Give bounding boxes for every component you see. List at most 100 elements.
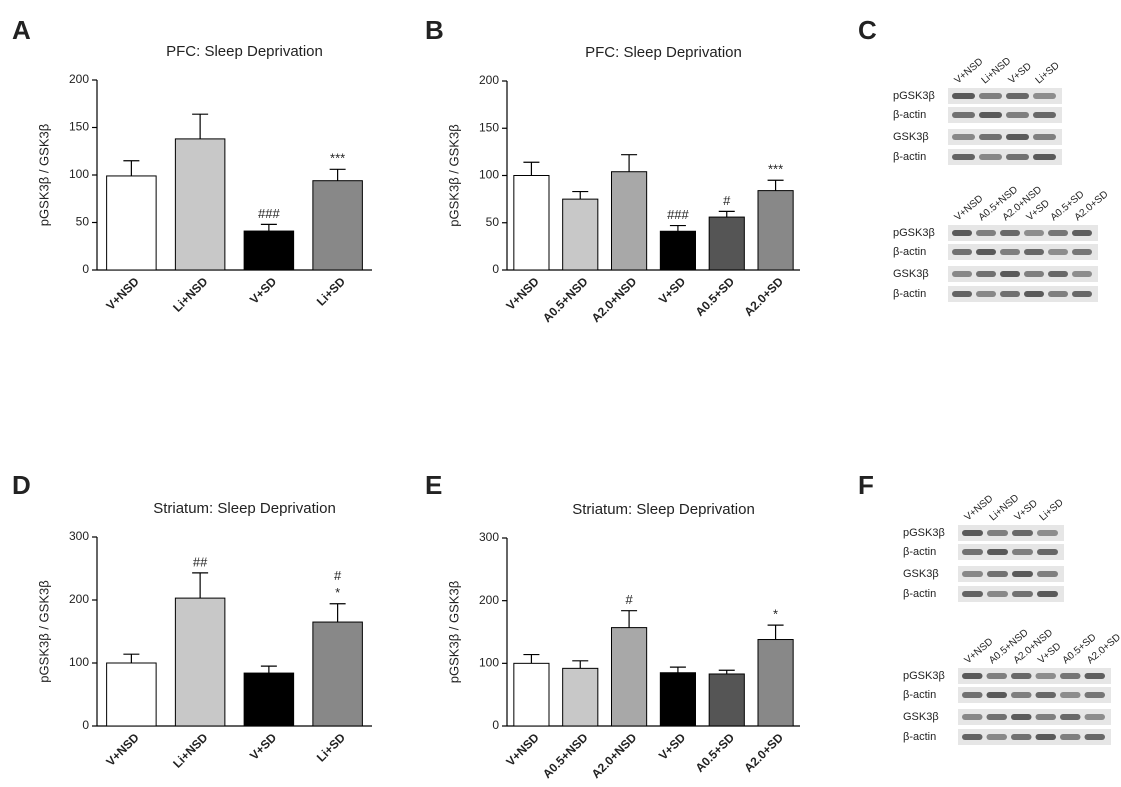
bar (313, 181, 363, 270)
blot-band (1072, 291, 1092, 297)
blot-band (1033, 154, 1056, 160)
lane-label: Li+SD (1038, 497, 1066, 523)
row-label: β-actin (893, 246, 926, 258)
blot-band (1072, 230, 1092, 236)
significance-label: ## (193, 554, 208, 569)
significance-label: *** (768, 162, 783, 177)
blot-band (987, 591, 1008, 597)
y-axis-label: pGSK3β / GSK3β (446, 124, 461, 226)
blot-band (962, 692, 983, 698)
bar (313, 622, 363, 726)
blot-band (1036, 692, 1057, 698)
blot-band (1048, 249, 1068, 255)
row-label: pGSK3β (903, 527, 945, 539)
blot-band (1011, 692, 1032, 698)
lane-label: V+NSD (953, 56, 986, 86)
x-tick-label: Li+SD (314, 274, 348, 308)
y-tick-label: 100 (479, 656, 499, 670)
blot-band (962, 530, 983, 536)
blot-band (1037, 549, 1058, 555)
blot-band (1037, 571, 1058, 577)
blot-band (1012, 571, 1033, 577)
bar (563, 199, 598, 270)
bar (563, 668, 598, 726)
panel-letter: E (425, 470, 442, 500)
significance-label: * (335, 585, 340, 600)
blot-band (1024, 249, 1044, 255)
x-tick-label: Li+NSD (170, 730, 211, 771)
blot-band (1000, 271, 1020, 277)
row-label: pGSK3β (893, 227, 935, 239)
bar (612, 628, 647, 726)
blot-band (1033, 112, 1056, 118)
blot-band (1012, 591, 1033, 597)
bar (175, 139, 225, 270)
blot-band (1036, 734, 1057, 740)
panel-letter: B (425, 15, 444, 45)
y-tick-label: 200 (69, 72, 89, 86)
y-tick-label: 0 (82, 262, 89, 276)
blot-band (962, 571, 983, 577)
x-tick-label: A2.0+SD (741, 274, 786, 319)
x-tick-label: V+SD (247, 730, 280, 763)
blot-band (1048, 230, 1068, 236)
y-tick-label: 0 (492, 262, 499, 276)
y-axis-label: pGSK3β / GSK3β (446, 581, 461, 683)
y-tick-label: 200 (479, 593, 499, 607)
blot-band (1000, 230, 1020, 236)
bar (107, 663, 157, 726)
blot-band (1036, 673, 1057, 679)
x-tick-label: A0.5+NSD (540, 730, 591, 781)
y-tick-label: 200 (69, 592, 89, 606)
y-axis-label: pGSK3β / GSK3β (36, 124, 51, 226)
significance-label: ### (667, 207, 689, 222)
blot-band (1024, 230, 1044, 236)
bar (709, 674, 744, 726)
blot-band (952, 249, 972, 255)
blot-band (952, 134, 975, 140)
blot-band (1048, 291, 1068, 297)
blot-band (1024, 291, 1044, 297)
y-tick-label: 300 (69, 529, 89, 543)
blot-band (1000, 291, 1020, 297)
panel-letter: D (12, 470, 31, 500)
panel-letter: F (858, 470, 874, 500)
significance-label: # (723, 193, 731, 208)
blot-band (976, 249, 996, 255)
x-tick-label: V+SD (656, 274, 689, 307)
blot-band (1085, 692, 1106, 698)
blot-band (1085, 673, 1106, 679)
y-tick-label: 150 (69, 120, 89, 134)
y-tick-label: 200 (479, 73, 499, 87)
blot-band (1012, 549, 1033, 555)
blot-band (987, 692, 1008, 698)
row-label: β-actin (903, 689, 936, 701)
panel-letter: C (858, 15, 877, 45)
blot-band (1006, 93, 1029, 99)
blot-band (962, 734, 983, 740)
blot-band (979, 134, 1002, 140)
blot-band (1072, 271, 1092, 277)
blot-band (1085, 714, 1106, 720)
significance-label: # (334, 568, 342, 583)
blot-band (1011, 673, 1032, 679)
row-label: β-actin (903, 731, 936, 743)
bar (514, 663, 549, 726)
chart-title: Striatum: Sleep Deprivation (572, 501, 755, 518)
blot-band (987, 571, 1008, 577)
bar (758, 640, 793, 726)
blot-band (1006, 134, 1029, 140)
x-tick-label: A0.5+SD (693, 274, 738, 319)
x-tick-label: A2.0+NSD (589, 730, 640, 781)
blot-band (1011, 714, 1032, 720)
y-tick-label: 0 (82, 718, 89, 732)
blot-band (1036, 714, 1057, 720)
bar (660, 673, 695, 726)
blot-band (1037, 530, 1058, 536)
blot-band (1060, 714, 1081, 720)
blot-band (1006, 112, 1029, 118)
x-tick-label: A2.0+SD (741, 730, 786, 775)
chart-title: PFC: Sleep Deprivation (585, 44, 742, 61)
blot-band (1072, 249, 1092, 255)
bar (175, 598, 225, 726)
